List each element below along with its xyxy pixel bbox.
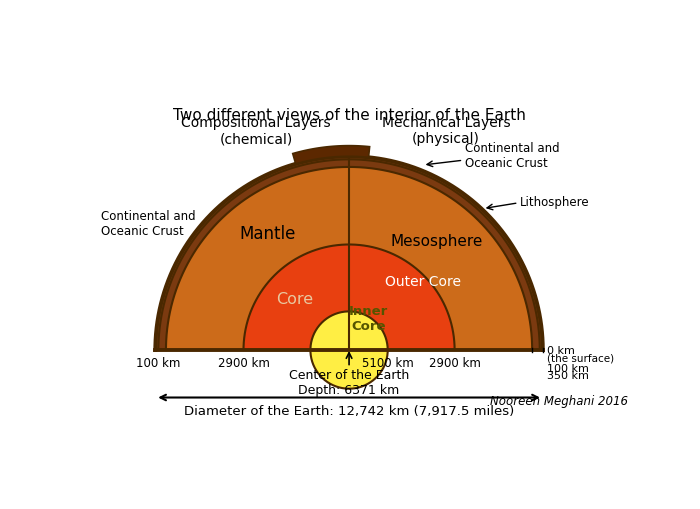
Text: Mantle: Mantle (239, 225, 296, 243)
Text: Continental and
Oceanic Crust: Continental and Oceanic Crust (101, 210, 196, 238)
Text: Core: Core (276, 292, 314, 307)
Text: Compositional Layers
(chemical): Compositional Layers (chemical) (181, 116, 331, 146)
Text: Continental and
Oceanic Crust: Continental and Oceanic Crust (466, 143, 560, 171)
Text: 2900 km: 2900 km (218, 357, 270, 370)
Text: 2900 km: 2900 km (428, 357, 481, 370)
Polygon shape (293, 146, 370, 164)
Text: 0 km: 0 km (547, 346, 575, 356)
Polygon shape (310, 312, 388, 389)
Polygon shape (244, 244, 454, 350)
Text: Outer Core: Outer Core (385, 275, 461, 289)
Polygon shape (166, 167, 532, 350)
Polygon shape (158, 159, 540, 350)
Text: Center of the Earth
Depth: 6371 km: Center of the Earth Depth: 6371 km (289, 370, 409, 398)
Text: Lithosphere: Lithosphere (519, 196, 589, 209)
Text: Two different views of the interior of the Earth: Two different views of the interior of t… (173, 108, 526, 123)
Text: Mesosphere: Mesosphere (390, 234, 482, 249)
Text: 100 km: 100 km (136, 357, 181, 370)
Polygon shape (155, 156, 542, 350)
Polygon shape (244, 244, 454, 350)
Text: Diameter of the Earth: 12,742 km (7,917.5 miles): Diameter of the Earth: 12,742 km (7,917.… (184, 405, 514, 418)
Text: (the surface): (the surface) (547, 354, 614, 364)
Text: 350 km: 350 km (547, 372, 589, 381)
Polygon shape (155, 156, 542, 350)
Text: Nooreen Meghani 2016: Nooreen Meghani 2016 (490, 395, 628, 408)
Text: 100 km: 100 km (547, 363, 589, 374)
Text: 5100 km: 5100 km (362, 357, 414, 370)
Text: Mechanical Layers
(physical): Mechanical Layers (physical) (382, 116, 510, 146)
Text: Inner
Core: Inner Core (349, 305, 388, 333)
